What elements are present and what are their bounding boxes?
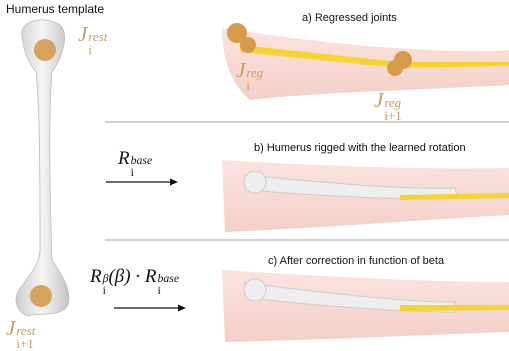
math-base: J	[236, 58, 245, 83]
math-base: (β) · R	[108, 266, 156, 288]
figure: Humerus template Jresti Jresti+1 a) Regr…	[0, 0, 509, 351]
math-base: R	[90, 266, 102, 288]
math-sub: i	[246, 79, 263, 92]
panel-label: c) After correction in function of beta	[268, 255, 444, 267]
illustration	[0, 0, 509, 351]
arm-a	[222, 23, 509, 100]
math-base: J	[374, 88, 383, 113]
math-sub: i	[131, 167, 153, 179]
math-base: J	[78, 22, 87, 47]
template-title: Humerus template	[6, 2, 104, 16]
arm-b	[222, 160, 509, 232]
math-sub: i+1	[16, 337, 35, 350]
math-base: J	[6, 316, 15, 341]
arm-c	[222, 270, 509, 342]
humerus	[16, 20, 69, 316]
math-sub: i+1	[384, 109, 401, 122]
panel-label: b) Humerus rigged with the learned rotat…	[254, 142, 466, 154]
math-sub: i	[88, 43, 107, 56]
math-sub: i	[157, 285, 179, 297]
joint-top	[34, 39, 56, 61]
joint-bottom	[30, 285, 52, 307]
math-sup: base	[131, 155, 153, 167]
arrow	[114, 305, 186, 312]
math-sup: base	[157, 273, 179, 285]
arrow	[106, 179, 178, 186]
panel-label: a) Regressed joints	[302, 12, 397, 24]
math-base: R	[118, 148, 130, 170]
